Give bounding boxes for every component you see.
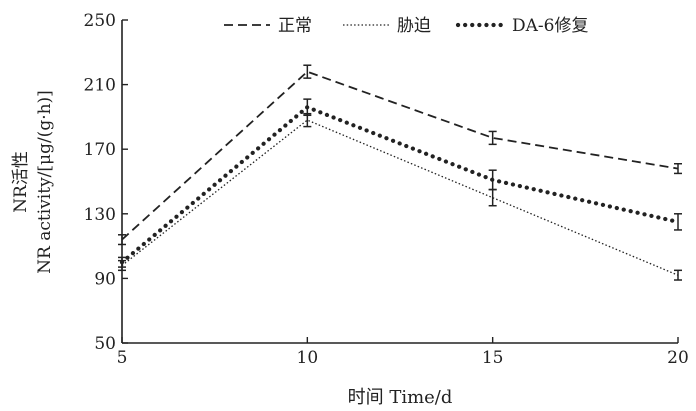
series-2 — [118, 112, 682, 281]
x-ticks: 5 10 15 20 — [117, 337, 689, 368]
y-axis-label-line1: NR活性 — [11, 151, 31, 213]
legend-label: 正常 — [278, 16, 312, 36]
series-3 — [118, 98, 682, 268]
y-axis-label-line2: NR activity/[μg/(g·h)] — [35, 90, 55, 274]
error-bar — [488, 188, 497, 207]
x-tick-label: 5 — [117, 348, 128, 368]
series-line — [121, 70, 679, 241]
legend-label: 胁迫 — [397, 16, 431, 36]
error-bar — [118, 234, 126, 246]
legend-item: 胁迫 — [343, 16, 431, 36]
series-1 — [118, 64, 682, 246]
y-tick-label: 210 — [84, 76, 116, 96]
error-bar — [674, 162, 682, 175]
x-tick-label: 20 — [667, 348, 689, 368]
series-layer — [118, 64, 682, 281]
error-bar — [488, 130, 497, 146]
error-bar — [488, 169, 497, 191]
error-bar — [674, 269, 682, 281]
legend-item: DA-6修复 — [455, 16, 588, 36]
y-axis-label: NR活性 NR activity/[μg/(g·h)] — [11, 90, 55, 274]
error-bar — [303, 98, 312, 117]
series-line — [121, 119, 679, 276]
x-tick-label: 10 — [297, 348, 319, 368]
legend-item: 正常 — [224, 16, 312, 36]
y-tick-label: 250 — [84, 11, 116, 31]
error-bar — [303, 64, 312, 79]
legend-label: DA-6修复 — [512, 16, 588, 36]
error-bar — [674, 213, 682, 231]
legend: 正常 胁迫 DA-6修复 — [224, 16, 588, 36]
y-tick-label: 90 — [94, 269, 116, 289]
series-line — [119, 105, 681, 265]
x-tick-label: 15 — [482, 348, 504, 368]
y-tick-label: 50 — [94, 334, 116, 354]
x-axis-label: 时间 Time/d — [348, 387, 453, 408]
plot-area: 50 90 130 170 210 250 5 10 15 20 — [84, 11, 689, 368]
y-tick-label: 130 — [84, 205, 116, 225]
error-bar — [118, 256, 126, 268]
y-tick-label: 170 — [84, 140, 116, 160]
y-ticks: 50 90 130 170 210 250 — [84, 11, 128, 354]
